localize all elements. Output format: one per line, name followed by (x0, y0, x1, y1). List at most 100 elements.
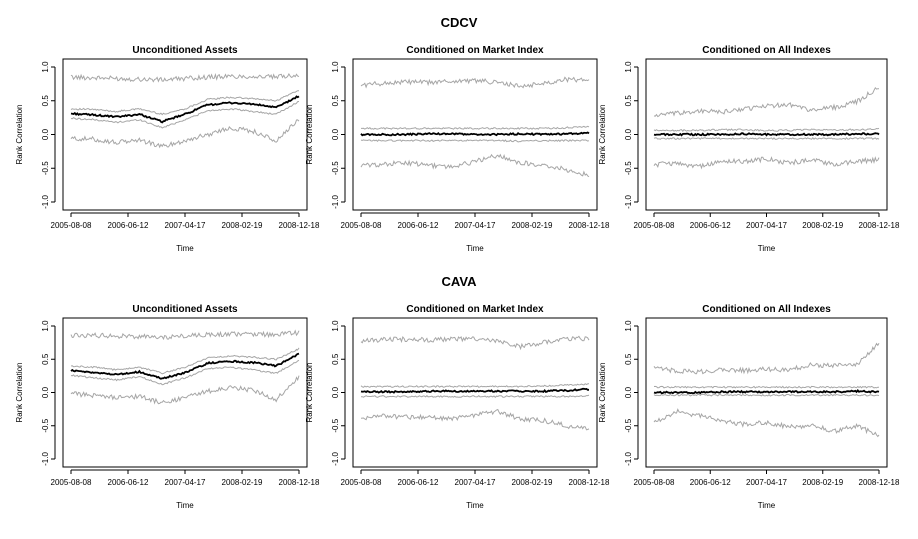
x-tick-label: 2008-12-18 (569, 478, 610, 487)
y-tick-label: 0.0 (331, 128, 340, 140)
y-tick-label: 1.0 (41, 61, 50, 73)
y-tick-label: 0.0 (624, 128, 633, 140)
series-line-lower-quartile (70, 101, 300, 129)
y-tick-label: 0.0 (331, 386, 340, 398)
series-line-lower-quartile (360, 394, 590, 399)
x-tick-label: 2006-06-12 (398, 478, 439, 487)
y-tick-label: -0.5 (331, 161, 340, 175)
y-tick-label: 0.5 (331, 95, 340, 107)
x-tick-label: 2008-12-18 (859, 478, 900, 487)
series-line-lower-quartile (70, 359, 300, 386)
y-tick-label: -0.5 (624, 161, 633, 175)
panel-title: Conditioned on Market Index (406, 45, 544, 56)
y-tick-label: -1.0 (41, 195, 50, 209)
series-line-median (653, 389, 880, 395)
y-tick-label: 1.0 (331, 61, 340, 73)
y-tick-label: 1.0 (624, 320, 633, 332)
x-tick-label: 2005-08-08 (341, 478, 382, 487)
x-axis-label: Time (466, 244, 484, 253)
series-line-median (70, 352, 300, 380)
series-line-median (70, 95, 300, 124)
x-axis-label: Time (758, 244, 776, 253)
y-tick-label: 0.0 (624, 386, 633, 398)
series-line-min (653, 156, 880, 170)
series-line-upper-quartile (70, 90, 299, 116)
x-tick-label: 2008-02-19 (222, 221, 263, 230)
y-tick-label: -0.5 (41, 418, 50, 432)
x-tick-label: 2007-04-17 (165, 478, 206, 487)
chart-cdcv-unconditioned: Unconditioned Assets -1.0 -0.5 0.0 0.5 1.0 Ran… (15, 45, 320, 253)
x-tick-label: 2008-12-18 (279, 221, 320, 230)
series-line-min (360, 408, 590, 431)
series-line-median (653, 132, 880, 137)
series-line-min (360, 153, 590, 178)
plot-frame (352, 58, 598, 211)
x-tick-label: 2008-02-19 (512, 478, 553, 487)
x-tick-label: 2008-12-18 (569, 221, 610, 230)
panel-title: Conditioned on Market Index (406, 304, 544, 315)
series-line-max (360, 76, 590, 89)
y-axis-label: Rank Correlation (598, 104, 607, 164)
y-tick-label: -1.0 (624, 452, 633, 466)
series-line-upper-quartile (653, 385, 879, 389)
series-line-max (653, 342, 880, 375)
y-tick-label: 0.5 (624, 95, 633, 107)
x-tick-label: 2005-08-08 (51, 478, 92, 487)
y-tick-label: 1.0 (624, 61, 633, 73)
chart-cava-all: Conditioned on All Indexes -1.0 -0.5 0.0 0.5… (598, 304, 900, 510)
x-tick-label: 2006-06-12 (108, 221, 149, 230)
plot-frame (645, 317, 888, 468)
y-tick-label: -1.0 (41, 452, 50, 466)
y-tick-label: 1.0 (331, 320, 340, 332)
x-tick-label: 2007-04-17 (455, 478, 496, 487)
plot-frame (62, 58, 308, 211)
panel-title: Conditioned on All Indexes (702, 304, 831, 315)
panel-title: Unconditioned Assets (132, 304, 238, 315)
x-tick-label: 2005-08-08 (341, 221, 382, 230)
x-axis-label: Time (466, 501, 484, 510)
series-line-min (70, 375, 300, 405)
series-line-upper-quartile (360, 383, 590, 389)
series-line-upper-quartile (653, 127, 880, 132)
x-tick-label: 2007-04-17 (746, 221, 787, 230)
series-line-lower-quartile (653, 393, 880, 397)
x-tick-label: 2008-12-18 (859, 221, 900, 230)
y-tick-label: 0.5 (41, 95, 50, 107)
chart-cava-unconditioned: Unconditioned Assets -1.0 -0.5 0.0 0.5 1.0 Ran… (15, 304, 320, 510)
y-tick-label: 0.5 (41, 353, 50, 365)
x-tick-label: 2005-08-08 (634, 221, 675, 230)
x-tick-label: 2006-06-12 (690, 221, 731, 230)
x-axis-label: Time (176, 244, 194, 253)
series-line-upper-quartile (361, 125, 590, 130)
chart-cdcv-all: Conditioned on All Indexes -1.0 -0.5 0.0 0.5… (598, 45, 900, 253)
series-line-lower-quartile (653, 137, 880, 141)
x-tick-label: 2008-02-19 (512, 221, 553, 230)
x-tick-label: 2007-04-17 (746, 478, 787, 487)
y-axis-label: Rank Correlation (15, 362, 24, 422)
y-tick-label: -0.5 (331, 418, 340, 432)
y-tick-label: 1.0 (41, 320, 50, 332)
y-axis-label: Rank Correlation (305, 362, 314, 422)
series-line-max (653, 86, 880, 118)
x-tick-label: 2008-12-18 (279, 478, 320, 487)
series-line-max (70, 73, 300, 83)
y-axis-label: Rank Correlation (15, 104, 24, 164)
plot-frame (62, 317, 308, 468)
series-line-min (653, 408, 880, 438)
x-tick-label: 2007-04-17 (165, 221, 206, 230)
y-tick-label: 0.5 (331, 353, 340, 365)
plot-frame (645, 58, 888, 211)
x-tick-label: 2008-02-19 (802, 221, 843, 230)
x-tick-label: 2006-06-12 (398, 221, 439, 230)
plot-frame (352, 317, 598, 468)
y-tick-label: -1.0 (331, 452, 340, 466)
row-title-cava: CAVA (442, 274, 478, 289)
y-tick-label: 0.5 (624, 353, 633, 365)
x-tick-label: 2007-04-17 (455, 221, 496, 230)
series-line-median (360, 387, 589, 394)
series-line-upper-quartile (70, 347, 300, 375)
y-axis-label: Rank Correlation (305, 104, 314, 164)
x-tick-label: 2006-06-12 (690, 478, 731, 487)
panel-title: Conditioned on All Indexes (702, 45, 831, 56)
